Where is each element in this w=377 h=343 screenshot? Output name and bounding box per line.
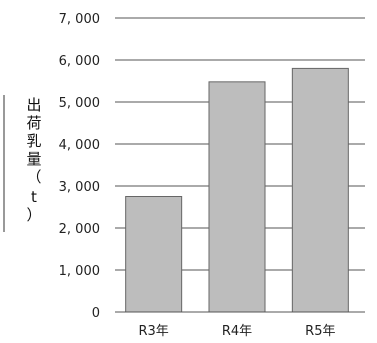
y-tick-label: 5, 000 <box>59 96 100 111</box>
x-tick-label: R4年 <box>222 324 252 339</box>
bar <box>208 81 266 313</box>
y-tick-label: 7, 000 <box>59 12 100 27</box>
bar <box>291 67 349 313</box>
y-tick-label: 0 <box>92 306 100 321</box>
bar <box>125 196 183 313</box>
x-tick-label: R5年 <box>305 324 335 339</box>
y-tick-label: 1, 000 <box>59 264 100 279</box>
y-tick-label: 6, 000 <box>59 54 100 69</box>
y-tick-label: 3, 000 <box>59 180 100 195</box>
y-tick-label: 4, 000 <box>59 138 100 153</box>
y-tick-label: 2, 000 <box>59 222 100 237</box>
y-tick-labels: 0 1, 000 2, 000 3, 000 4, 000 5, 000 6, 000 7, … <box>59 12 100 321</box>
bars <box>125 67 349 313</box>
y-axis-label-group: 出荷乳量（ t） <box>3 95 42 232</box>
y-axis-label: 出荷乳量（ t） <box>26 96 41 224</box>
x-tick-label: R3年 <box>139 324 169 339</box>
x-tick-labels: R3年 R4年 R5年 <box>139 324 336 339</box>
